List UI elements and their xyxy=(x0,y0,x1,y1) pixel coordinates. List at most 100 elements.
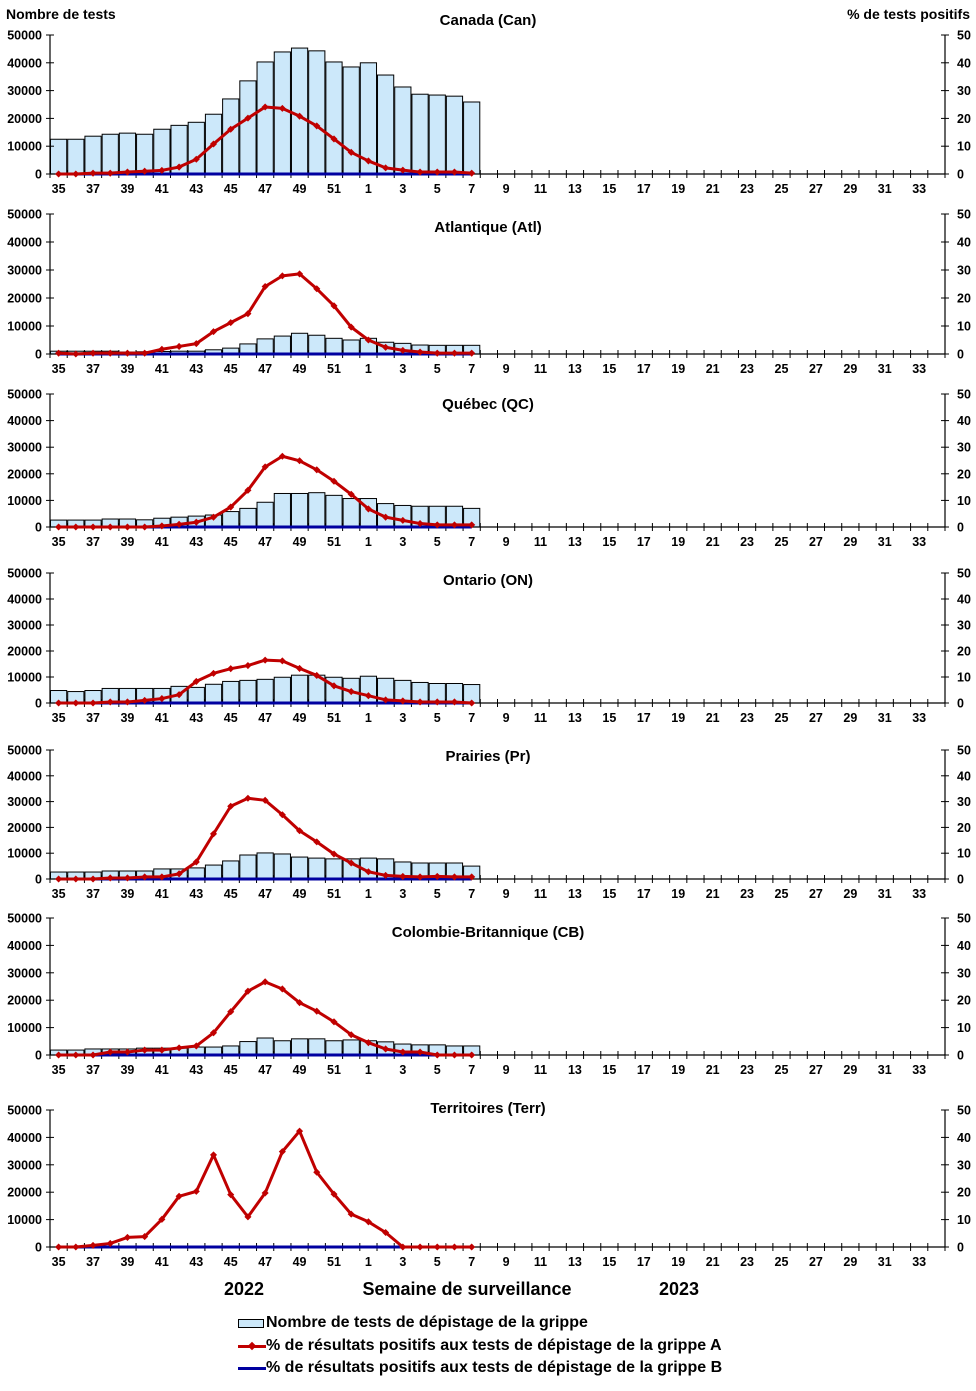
x-tick-label: 41 xyxy=(155,1255,169,1269)
flu-a-point xyxy=(175,870,183,878)
x-tick-label: 49 xyxy=(293,535,307,549)
x-tick-label: 21 xyxy=(706,535,720,549)
x-tick-label: 33 xyxy=(912,1255,926,1269)
flu-a-point xyxy=(416,698,424,706)
y-right-tick-label: 50 xyxy=(957,744,971,758)
y-left-tick-label: 20000 xyxy=(7,292,42,306)
flu-a-point xyxy=(296,457,304,465)
flu-a-point xyxy=(347,859,355,867)
panel-title: Canada (Can) xyxy=(440,12,537,29)
x-tick-label: 43 xyxy=(189,711,203,725)
flu-a-point xyxy=(72,875,80,883)
x-tick-label: 21 xyxy=(706,887,720,901)
panel-1: Atlantique (Atl)010000200003000040000500… xyxy=(7,208,971,377)
flu-a-point xyxy=(399,872,407,880)
x-tick-label: 23 xyxy=(740,362,754,376)
flu-a-point xyxy=(330,1018,338,1026)
x-tick-label: 35 xyxy=(52,711,66,725)
y-left-tick-label: 30000 xyxy=(7,84,42,98)
flu-a-point xyxy=(330,850,338,858)
bar xyxy=(342,66,360,175)
flu-a-point xyxy=(244,987,252,995)
y-left-tick-label: 0 xyxy=(35,1049,42,1063)
x-tick-label: 25 xyxy=(775,887,789,901)
flu-a-point xyxy=(399,346,407,354)
x-tick-label: 39 xyxy=(120,711,134,725)
flu-a-point xyxy=(382,343,390,351)
y-right-tick-label: 0 xyxy=(957,348,964,362)
legend-label-flu-a: % de résultats positifs aux tests de dép… xyxy=(266,1336,722,1354)
bar xyxy=(308,334,326,355)
flu-a-point xyxy=(89,699,97,707)
bar xyxy=(222,680,240,704)
x-tick-label: 31 xyxy=(878,182,892,196)
x-tick-label: 21 xyxy=(706,1063,720,1077)
flu-a-point xyxy=(89,875,97,883)
panel-title: Québec (QC) xyxy=(442,396,534,413)
bar xyxy=(256,1037,274,1056)
y-left-tick-label: 30000 xyxy=(7,1158,42,1172)
flu-a-point xyxy=(89,523,97,531)
flu-a-point xyxy=(278,985,286,993)
flu-a-point xyxy=(468,873,476,881)
y-right-tick-label: 40 xyxy=(957,939,971,953)
x-tick-label: 9 xyxy=(503,1255,510,1269)
flu-a-point xyxy=(278,811,286,819)
x-tick-label: 27 xyxy=(809,1255,823,1269)
x-tick-label: 49 xyxy=(293,1255,307,1269)
x-tick-label: 7 xyxy=(468,182,475,196)
flu-a-point xyxy=(175,163,183,171)
y-right-tick-label: 30 xyxy=(957,1158,971,1172)
flu-a-point xyxy=(72,350,80,358)
x-tick-label: 17 xyxy=(637,182,651,196)
x-tick-label: 27 xyxy=(809,182,823,196)
bar xyxy=(308,1038,326,1056)
flu-a-point xyxy=(175,691,183,699)
bar xyxy=(308,50,326,175)
y-left-tick-label: 20000 xyxy=(7,1186,42,1200)
bar xyxy=(394,86,412,175)
y-left-tick-label: 50000 xyxy=(7,912,42,926)
flu-a-point xyxy=(72,170,80,178)
x-tick-label: 51 xyxy=(327,535,341,549)
year-label-2022: 2022 xyxy=(224,1279,264,1299)
x-tick-label: 33 xyxy=(912,1063,926,1077)
x-tick-label: 39 xyxy=(120,535,134,549)
x-tick-label: 35 xyxy=(52,535,66,549)
x-tick-label: 29 xyxy=(843,1063,857,1077)
x-tick-label: 1 xyxy=(365,887,372,901)
flu-a-point xyxy=(244,486,252,494)
flu-a-point xyxy=(261,463,269,471)
x-tick-label: 1 xyxy=(365,1255,372,1269)
x-tick-label: 49 xyxy=(293,1063,307,1077)
bar xyxy=(463,101,481,175)
x-tick-label: 1 xyxy=(365,535,372,549)
flu-a-point xyxy=(55,523,63,531)
flu-a-point xyxy=(72,1243,80,1251)
y-left-tick-label: 10000 xyxy=(7,847,42,861)
flu-a-point xyxy=(296,112,304,120)
legend-item-flu-a: % de résultats positifs aux tests de dép… xyxy=(238,1335,722,1358)
x-tick-label: 41 xyxy=(155,182,169,196)
flu-a-point xyxy=(123,874,131,882)
x-tick-label: 31 xyxy=(878,711,892,725)
x-tick-label: 21 xyxy=(706,362,720,376)
y-right-tick-label: 0 xyxy=(957,873,964,887)
x-tick-label: 15 xyxy=(602,1255,616,1269)
x-tick-label: 19 xyxy=(671,362,685,376)
y-right-tick-label: 0 xyxy=(957,1241,964,1255)
flu-a-point xyxy=(72,699,80,707)
flu-a-point xyxy=(192,677,200,685)
flu-a-point xyxy=(399,697,407,705)
panels: Canada (Can)0100002000030000400005000001… xyxy=(7,12,971,1269)
flu-a-point xyxy=(106,169,114,177)
bar xyxy=(256,338,274,355)
flu-a-point xyxy=(450,873,459,881)
x-tick-label: 11 xyxy=(534,1063,547,1077)
bar xyxy=(256,61,274,175)
y-right-tick-label: 50 xyxy=(957,1104,971,1118)
flu-a-point xyxy=(330,682,338,690)
y-right-tick-label: 40 xyxy=(957,236,971,250)
flu-a-point xyxy=(227,1008,235,1016)
